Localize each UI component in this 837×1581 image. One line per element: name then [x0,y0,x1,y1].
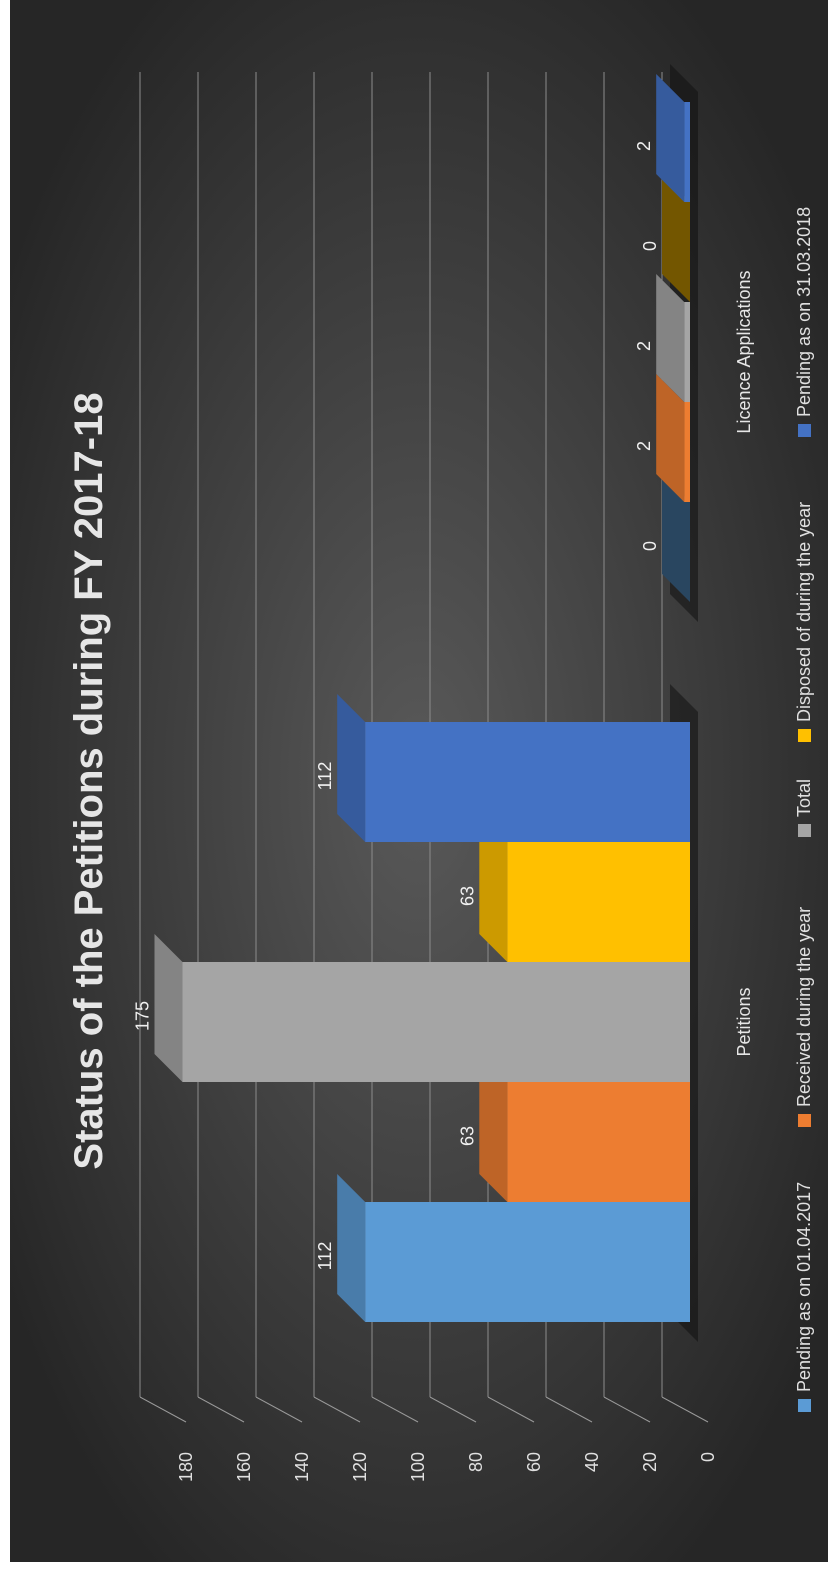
legend-swatch [798,1399,811,1412]
gridline-depth [487,1396,535,1423]
gridline-depth [139,1396,187,1423]
bar-top-face [479,1054,508,1202]
y-axis: 0 20 40 60 80 100 120 140 160 180 [176,1452,718,1482]
y-tick-label: 140 [292,1452,312,1482]
bar [479,814,690,962]
bar-top-face [479,814,508,962]
bar-front-face [365,722,690,842]
bar-front-face [507,1082,690,1202]
bar [656,274,691,402]
bar [656,374,691,502]
legend-item: Received during the year [794,907,814,1127]
y-tick-label: 100 [408,1452,428,1482]
y-tick-label: 80 [466,1452,486,1472]
data-labels: 112 63 175 63 112 0 2 2 0 2 [133,141,661,1270]
legend-label: Received during the year [794,907,814,1107]
bar-front-face [182,962,690,1082]
y-tick-label: 120 [350,1452,370,1482]
data-label: 112 [315,1242,335,1271]
legend-label: Pending as on 31.03.2018 [794,207,814,417]
gridline-depth [313,1396,361,1423]
bar [154,934,690,1082]
y-tick-label: 40 [582,1452,602,1472]
legend-swatch [798,729,811,742]
gridline-depth [255,1396,303,1423]
bar [662,174,690,302]
legend-item: Pending as on 01.04.2017 [794,1182,814,1412]
y-tick-label: 180 [176,1452,196,1482]
data-label: 0 [640,541,660,551]
data-label: 2 [634,141,654,151]
bar-top-face [154,934,183,1082]
legend-item: Disposed of during the year [794,502,814,742]
data-label: 63 [457,1126,477,1146]
bar-front-face [507,842,690,962]
bar [479,1054,690,1202]
bar-front-face [684,102,691,202]
bar-front-face [365,1202,690,1322]
bars [154,74,691,1322]
bar-zero-tile [662,174,690,302]
legend-swatch [798,1114,811,1127]
bar-top-face [656,74,685,202]
bar-front-face [684,302,691,402]
bar [656,74,691,202]
category-label: Licence Applications [734,270,754,433]
bar-zero-tile [662,474,690,602]
bar-top-face [337,694,366,842]
gridline-depth [371,1396,419,1423]
y-tick-label: 160 [234,1452,254,1482]
data-label: 112 [315,762,335,791]
legend-item: Total [794,779,814,837]
data-label: 2 [634,341,654,351]
legend-label: Total [794,779,814,817]
legend-label: Pending as on 01.04.2017 [794,1182,814,1392]
gridline-depth [197,1396,245,1423]
bar [337,694,690,842]
bar [662,474,690,602]
data-label: 2 [634,441,654,451]
chart-title: Status of the Petitions during FY 2017-1… [67,392,111,1169]
y-tick-label: 60 [524,1452,544,1472]
data-label: 63 [457,886,477,906]
bar-top-face [656,274,685,402]
bar [337,1174,690,1322]
legend-label: Disposed of during the year [794,502,814,722]
gridline-depth [661,1396,709,1423]
y-tick-label: 20 [640,1452,660,1472]
category-label: Petitions [734,987,754,1056]
bar-top-face [337,1174,366,1322]
legend-swatch [798,424,811,437]
bar-top-face [656,374,685,502]
data-label: 175 [133,1001,153,1031]
x-axis: Petitions Licence Applications [734,270,754,1056]
gridline-depth [429,1396,477,1423]
gridline-depth [603,1396,651,1423]
chart-background: 0 20 40 60 80 100 120 140 160 180 112 63 175 63 112 0 2… [10,0,828,1562]
legend-swatch [798,824,811,837]
legend: Pending as on 01.04.2017 Received during … [794,207,814,1412]
bar-front-face [684,402,691,502]
gridline-depth [545,1396,593,1423]
data-label: 0 [640,241,660,251]
y-tick-label: 0 [698,1452,718,1462]
legend-item: Pending as on 31.03.2018 [794,207,814,437]
